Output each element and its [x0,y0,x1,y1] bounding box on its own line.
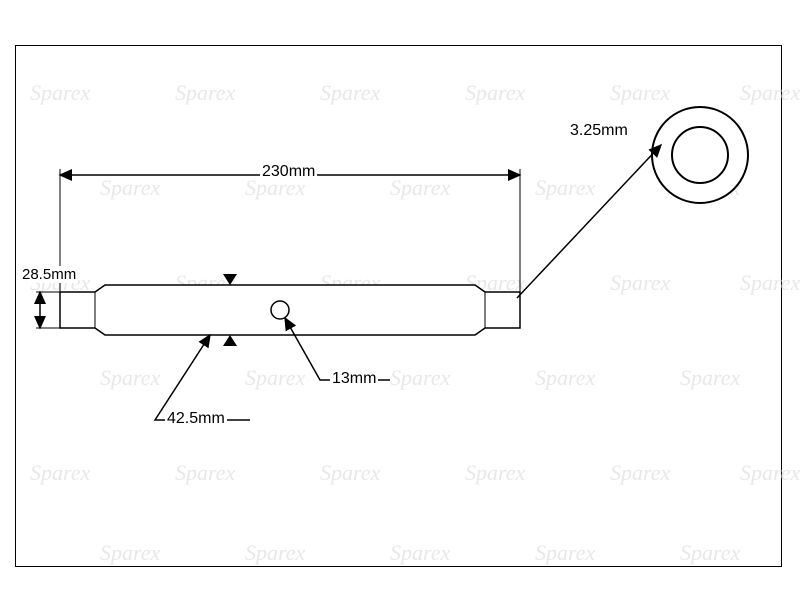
dim-length [60,169,520,292]
diagram-svg [0,0,800,600]
label-outer-dia: 42.5mm [165,410,227,428]
label-wall: 3.25mm [568,122,630,140]
dim-wall [517,145,661,298]
label-length: 230mm [260,163,317,181]
dim-end-dia [36,292,60,328]
tube-part [60,274,520,346]
label-hole: 13mm [330,370,378,388]
ring-section [652,107,748,203]
label-end-dia: 28.5mm [20,266,78,283]
dim-outer-dia [155,335,250,420]
